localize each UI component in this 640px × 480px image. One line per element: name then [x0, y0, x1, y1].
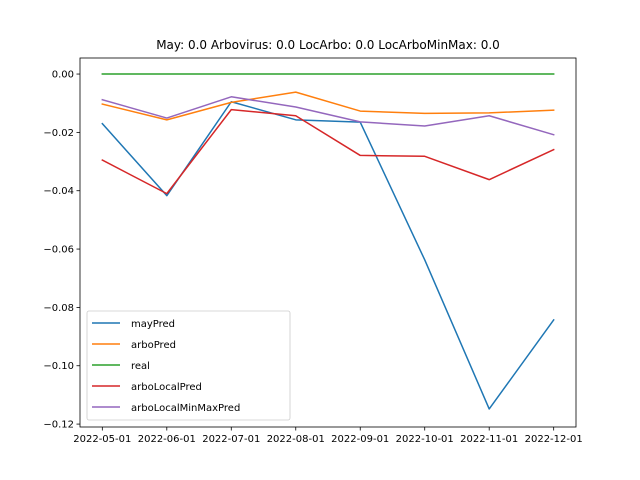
legend-label-mayPred: mayPred: [131, 319, 175, 330]
x-tick-label: 2022-11-01: [460, 434, 518, 445]
x-tick-label: 2022-07-01: [202, 434, 260, 445]
y-tick-label: −0.02: [43, 128, 74, 139]
legend-label-arboLocalPred: arboLocalPred: [131, 382, 202, 393]
plot-frame: [79, 57, 577, 428]
x-tick-label: 2022-10-01: [396, 434, 454, 445]
y-tick-label: −0.10: [43, 361, 74, 372]
x-tick-label: 2022-09-01: [331, 434, 389, 445]
x-tick-label: 2022-12-01: [525, 434, 583, 445]
y-tick-label: −0.06: [43, 245, 74, 256]
x-tick-label: 2022-06-01: [138, 434, 196, 445]
y-tick-label: −0.04: [43, 186, 74, 197]
legend-label-real: real: [131, 361, 150, 372]
legend-label-arboLocalMinMaxPred: arboLocalMinMaxPred: [131, 403, 240, 414]
y-tick-label: −0.08: [43, 303, 74, 314]
legend-box: [86, 310, 291, 421]
chart-title: May: 0.0 Arbovirus: 0.0 LocArbo: 0.0 Loc…: [156, 38, 500, 52]
y-tick-label: −0.12: [43, 420, 74, 431]
legend: mayPred arboPred real arboLocalPred arboLoca…: [86, 310, 291, 421]
axes-layer: 0.00 −0.02 −0.04 −0.06 −0.08 −0.10 −0.12 2022-0…: [43, 57, 583, 445]
series-line-arboLocalMinMaxPred: [101, 96, 555, 136]
y-tick-label: 0.00: [52, 70, 74, 81]
x-tick-label: 2022-05-01: [73, 434, 131, 445]
x-tick-label: 2022-08-01: [267, 434, 325, 445]
series-layer: [101, 73, 555, 410]
series-line-arboLocalPred: [101, 108, 555, 195]
legend-label-arboPred: arboPred: [131, 340, 176, 351]
series-line-arboPred: [101, 91, 555, 121]
